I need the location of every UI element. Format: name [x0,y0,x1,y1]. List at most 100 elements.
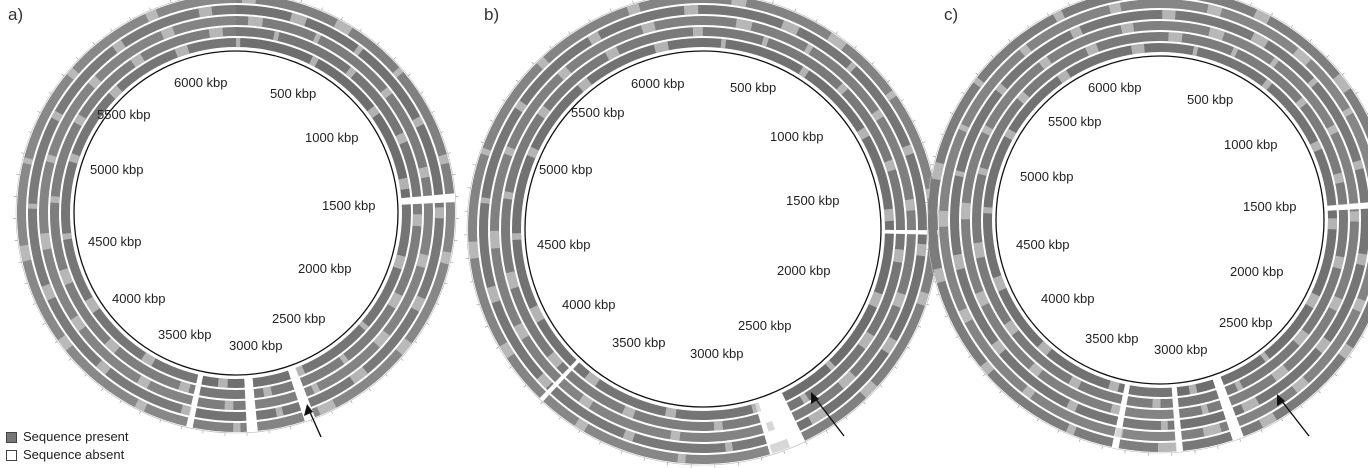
ring-variation [1333,172,1345,184]
legend-present-label: Sequence present [23,429,129,444]
tick-mark [926,303,930,306]
ring-variation [1161,420,1168,430]
ring-segment [252,370,291,388]
tick-mark [426,322,430,325]
ring-variation [45,154,57,164]
tick-mark [476,303,480,306]
tick-mark [760,457,763,461]
tick-mark [901,99,904,102]
ring-segment [256,412,305,431]
ring-variation [50,195,60,204]
tick-mark [863,401,866,405]
ring-variation [1332,255,1345,270]
ring-segment [303,203,434,397]
tick-mark [1101,445,1103,449]
label-c-4500: 4500 kbp [1016,237,1070,252]
ring-variation [669,430,681,441]
ring-variation [1004,319,1019,336]
ring-variation [973,242,985,259]
ring-variation [1349,211,1359,222]
label-a-3500: 3500 kbp [158,327,212,342]
ring-variation [1292,329,1309,346]
ring-segment [786,233,905,411]
ring-variation [233,422,241,432]
ring-variation [1342,107,1354,118]
ring-variation [1192,46,1199,56]
ring-variation [1250,32,1269,48]
legend: Sequence present Sequence absent [6,428,129,464]
label-c-6000: 6000 kbp [1088,80,1142,95]
tick-mark [16,173,20,176]
ring-variation [983,206,993,214]
ring-variation [1327,218,1337,230]
ring-variation [803,43,814,55]
legend-absent: Sequence absent [6,446,129,464]
ring-variation [1200,404,1209,415]
tick-mark [549,45,552,49]
panel-letter-a: a) [8,5,23,24]
ring-segment [1124,406,1174,420]
ring-variation [505,271,519,290]
tick-mark [508,366,512,369]
label-c-500: 500 kbp [1187,92,1233,107]
ring-variation [66,67,79,80]
arrow-a [304,404,322,438]
tick-mark [805,441,807,445]
tick-mark [495,346,499,349]
tick-mark [922,141,926,144]
tick-mark [1355,91,1359,94]
tick-mark [393,57,396,60]
ring-segment [295,204,412,377]
tick-mark [1046,12,1049,16]
tick-mark [772,0,774,4]
ring-variation [622,429,636,442]
outer-guide-circle [466,0,940,466]
ring-variation [735,18,753,31]
panel-letter-b: b) [484,5,499,24]
ring-segment [236,16,433,197]
ring-variation [480,197,491,204]
ring-variation [310,382,321,394]
ring-variation [954,170,965,178]
tick-mark [101,388,104,391]
ring-variation [486,285,501,304]
ring-variation [1021,385,1036,399]
tick-mark [955,336,959,339]
ring-variation [961,202,971,220]
tick-mark [1349,355,1352,359]
absent-swatch-icon [6,449,17,461]
ring-variation [512,233,522,241]
label-c-2000: 2000 kbp [1230,264,1284,279]
tick-mark [968,355,971,359]
tick-mark [28,131,32,133]
ring-variation [416,253,429,269]
tick-mark [472,163,476,166]
tick-mark [1309,39,1312,42]
ring-variation [1162,10,1176,20]
ring-variation [468,241,479,259]
ring-variation [1085,43,1099,56]
tick-mark [84,374,87,377]
inner-axis-circle [524,50,882,408]
tick-mark [48,91,52,94]
label-b-3000: 3000 kbp [690,346,744,361]
ring-variation [1068,376,1082,390]
ring-variation [95,360,111,375]
tick-mark [110,28,113,32]
ring-variation [713,421,724,431]
label-a-4000: 4000 kbp [112,291,166,306]
ring-variation [178,381,191,393]
ring-variation [141,352,156,367]
label-a-1500: 1500 kbp [322,198,376,213]
label-a-2000: 2000 kbp [298,261,352,276]
ring-variation [980,360,995,376]
tick-mark [632,0,634,4]
ring-variation [1131,43,1145,55]
ring-variation [536,373,553,389]
ring-variation [1004,128,1017,141]
ring-variation [1240,396,1260,413]
tick-mark [999,390,1002,394]
tick-mark [794,8,797,12]
tick-mark [490,119,494,122]
tick-mark [1026,24,1029,28]
